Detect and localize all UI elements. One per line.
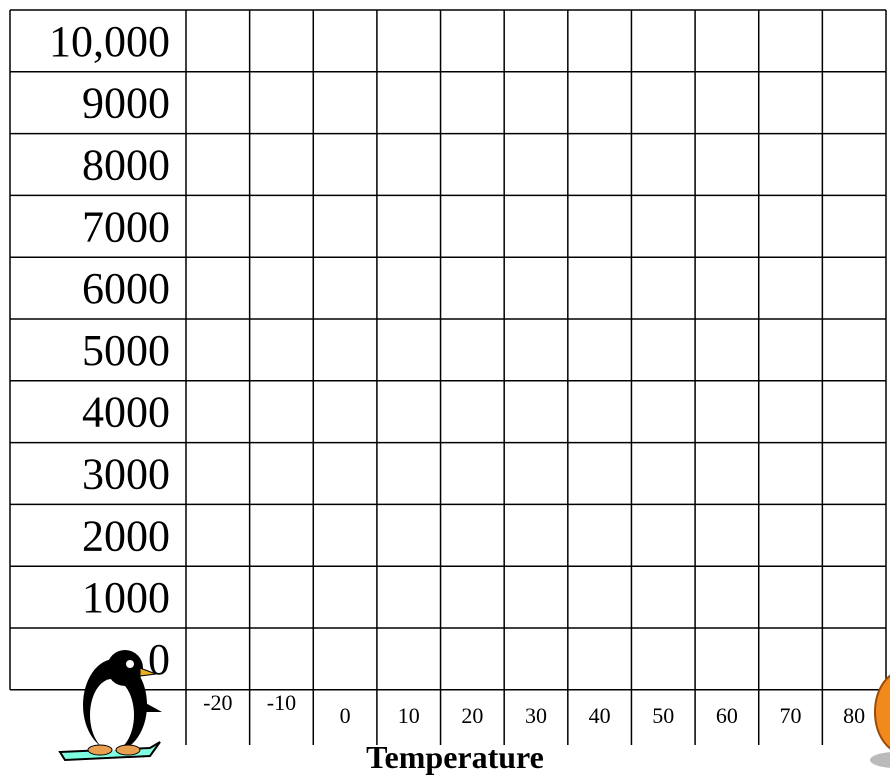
worksheet-grid: 10,0009000800070006000500040003000200010…	[0, 0, 890, 777]
x-label: 40	[589, 703, 611, 728]
y-label: 4000	[82, 388, 170, 437]
x-label: 80	[843, 703, 865, 728]
y-label: 0	[148, 635, 170, 684]
x-label: 70	[780, 703, 802, 728]
x-label: 60	[716, 703, 738, 728]
x-label: 50	[652, 703, 674, 728]
x-label: 30	[525, 703, 547, 728]
y-label: 1000	[82, 573, 170, 622]
x-label: 10	[398, 703, 420, 728]
penguin-clipart	[60, 650, 162, 760]
y-label: 6000	[82, 264, 170, 313]
y-label: 5000	[82, 326, 170, 375]
x-axis-title: Temperature	[366, 739, 544, 775]
y-label: 10,000	[49, 17, 170, 66]
labels: 10,0009000800070006000500040003000200010…	[49, 17, 865, 728]
y-label: 2000	[82, 511, 170, 560]
x-label: 0	[340, 703, 351, 728]
sun-clipart	[870, 670, 890, 768]
x-label: -10	[267, 690, 296, 715]
x-label: 20	[461, 703, 483, 728]
y-label: 3000	[82, 450, 170, 499]
y-label: 7000	[82, 202, 170, 251]
y-label: 8000	[82, 141, 170, 190]
x-label: -20	[203, 690, 232, 715]
y-label: 9000	[82, 79, 170, 128]
